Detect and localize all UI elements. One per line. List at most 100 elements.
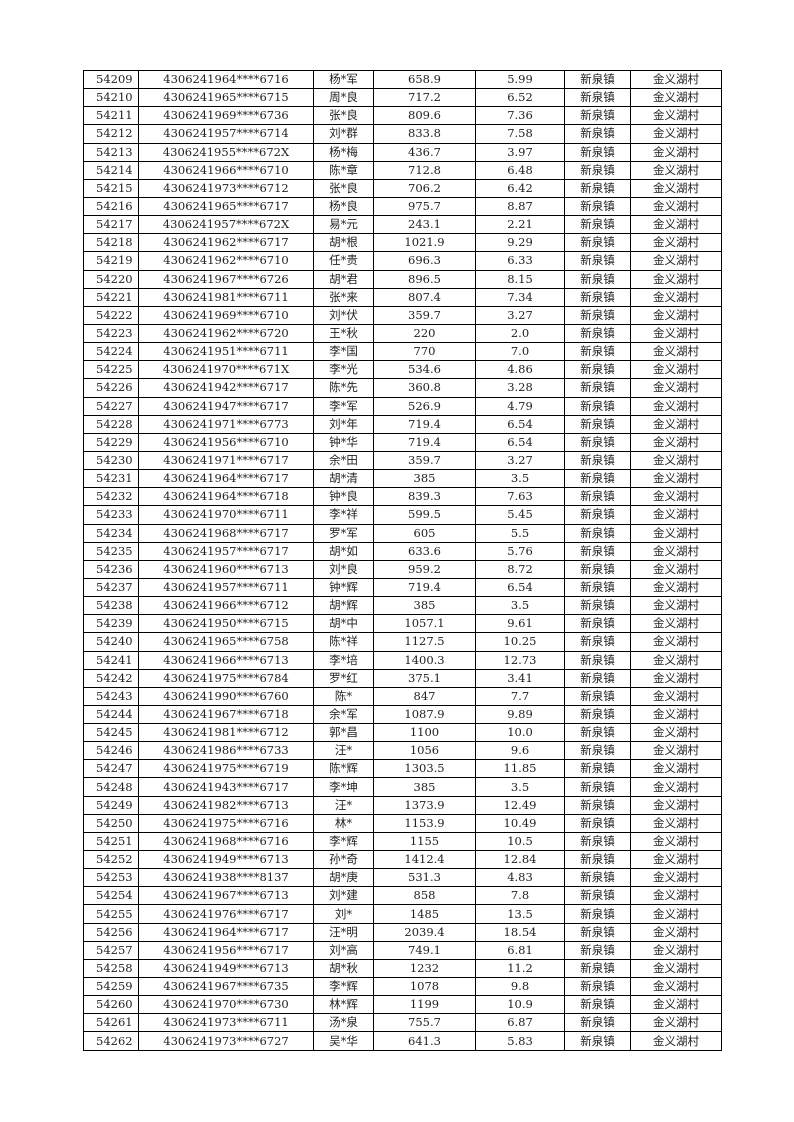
value-cell: 4.86	[475, 360, 565, 380]
amount-cell: 755.7	[373, 1013, 476, 1033]
person-name-cell: 胡*庚	[313, 868, 374, 888]
amount-cell: 531.3	[373, 868, 476, 888]
id-number-cell: 4306241971****6717	[138, 450, 314, 471]
amount-cell: 658.9	[373, 69, 476, 90]
table-row: 54227 4306241947****6717 李*军 526.9 4.79 新泉镇 金义…	[83, 396, 722, 416]
amount-cell: 1021.9	[373, 233, 476, 253]
amount-cell: 1232	[373, 958, 476, 979]
amount-cell: 719.4	[373, 432, 476, 452]
amount-cell: 717.2	[373, 88, 476, 108]
table-row: 54259 4306241967****6735 李*辉 1078 9.8 新泉镇 金义湖村	[83, 977, 722, 997]
village-cell: 金义湖村	[630, 469, 722, 489]
person-name-cell: 周*良	[313, 88, 374, 108]
village-cell: 金义湖村	[630, 124, 722, 144]
person-name-cell: 钟*良	[313, 487, 374, 507]
village-cell: 金义湖村	[630, 541, 722, 561]
person-name-cell: 胡*中	[313, 614, 374, 634]
id-number-cell: 4306241969****6710	[138, 305, 314, 325]
table-row: 54224 4306241951****6711 李*国 770 7.0 新泉镇 金义湖村	[83, 342, 722, 362]
table-row: 54237 4306241957****6711 钟*辉 719.4 6.54 新泉镇 金义…	[83, 577, 722, 598]
person-name-cell: 张*来	[313, 287, 374, 307]
village-cell: 金义湖村	[630, 396, 722, 416]
person-name-cell: 罗*军	[313, 523, 374, 543]
amount-cell: 641.3	[373, 1031, 476, 1051]
data-table: 54209 4306241964****6716 杨*军 658.9 5.99 新泉镇 金义…	[83, 69, 722, 1051]
value-cell: 6.48	[475, 160, 565, 180]
id-number-cell: 4306241967****6718	[138, 704, 314, 725]
value-cell: 13.5	[475, 904, 565, 924]
village-cell: 金义湖村	[630, 632, 722, 652]
town-cell: 新泉镇	[564, 723, 631, 743]
row-number-cell: 54226	[83, 378, 139, 398]
village-cell: 金义湖村	[630, 215, 722, 235]
person-name-cell: 陈*	[313, 686, 374, 706]
table-row: 54235 4306241957****6717 胡*如 633.6 5.76 新泉镇 金义…	[83, 541, 722, 561]
person-name-cell: 余*军	[313, 704, 374, 725]
town-cell: 新泉镇	[564, 160, 631, 180]
amount-cell: 839.3	[373, 487, 476, 507]
village-cell: 金义湖村	[630, 378, 722, 398]
village-cell: 金义湖村	[630, 1013, 722, 1033]
value-cell: 7.0	[475, 342, 565, 362]
value-cell: 7.36	[475, 106, 565, 126]
id-number-cell: 4306241976****6717	[138, 904, 314, 924]
village-cell: 金义湖村	[630, 432, 722, 452]
person-name-cell: 张*良	[313, 178, 374, 198]
id-number-cell: 4306241970****6730	[138, 995, 314, 1015]
id-number-cell: 4306241949****6713	[138, 958, 314, 979]
value-cell: 7.34	[475, 287, 565, 307]
table-row: 54225 4306241970****671X 李*光 534.6 4.86 新泉镇 金义…	[83, 360, 722, 380]
town-cell: 新泉镇	[564, 577, 631, 598]
id-number-cell: 4306241973****6711	[138, 1013, 314, 1033]
village-cell: 金义湖村	[630, 269, 722, 289]
village-cell: 金义湖村	[630, 305, 722, 325]
row-number-cell: 54260	[83, 995, 139, 1015]
row-number-cell: 54242	[83, 668, 139, 688]
amount-cell: 959.2	[373, 559, 476, 579]
table-row: 54262 4306241973****6727 吴*华 641.3 5.83 新泉镇 金义…	[83, 1031, 722, 1051]
person-name-cell: 钟*华	[313, 432, 374, 452]
amount-cell: 1485	[373, 904, 476, 924]
id-number-cell: 4306241981****6712	[138, 723, 314, 743]
table-row: 54211 4306241969****6736 张*良 809.6 7.36 新泉镇 金义…	[83, 106, 722, 126]
table-row: 54218 4306241962****6717 胡*根 1021.9 9.29 新泉镇金…	[83, 233, 722, 253]
person-name-cell: 易*元	[313, 215, 374, 235]
row-number-cell: 54254	[83, 886, 139, 906]
table-row: 54244 4306241967****6718 余*军 1087.9 9.89 新泉镇金…	[83, 704, 722, 725]
person-name-cell: 罗*红	[313, 668, 374, 688]
amount-cell: 1303.5	[373, 759, 476, 779]
amount-cell: 1199	[373, 995, 476, 1015]
village-cell: 金义湖村	[630, 777, 722, 797]
town-cell: 新泉镇	[564, 269, 631, 289]
village-cell: 金义湖村	[630, 741, 722, 761]
value-cell: 10.25	[475, 632, 565, 652]
town-cell: 新泉镇	[564, 505, 631, 525]
village-cell: 金义湖村	[630, 650, 722, 670]
person-name-cell: 胡*辉	[313, 596, 374, 616]
person-name-cell: 刘*年	[313, 414, 374, 434]
village-cell: 金义湖村	[630, 795, 722, 815]
town-cell: 新泉镇	[564, 596, 631, 616]
village-cell: 金义湖村	[630, 813, 722, 833]
town-cell: 新泉镇	[564, 940, 631, 960]
amount-cell: 749.1	[373, 940, 476, 960]
id-number-cell: 4306241967****6713	[138, 886, 314, 906]
value-cell: 7.7	[475, 686, 565, 706]
person-name-cell: 李*国	[313, 342, 374, 362]
village-cell: 金义湖村	[630, 940, 722, 960]
village-cell: 金义湖村	[630, 414, 722, 434]
town-cell: 新泉镇	[564, 668, 631, 688]
value-cell: 3.28	[475, 378, 565, 398]
town-cell: 新泉镇	[564, 305, 631, 325]
village-cell: 金义湖村	[630, 233, 722, 253]
table-body: 54209 4306241964****6716 杨*军 658.9 5.99 新泉镇 金义…	[83, 69, 722, 1051]
amount-cell: 696.3	[373, 251, 476, 271]
value-cell: 9.29	[475, 233, 565, 253]
village-cell: 金义湖村	[630, 596, 722, 616]
village-cell: 金义湖村	[630, 178, 722, 198]
town-cell: 新泉镇	[564, 142, 631, 162]
person-name-cell: 李*祥	[313, 505, 374, 525]
table-row: 54226 4306241942****6717 陈*先 360.8 3.28 新泉镇 金义…	[83, 378, 722, 398]
id-number-cell: 4306241982****6713	[138, 795, 314, 815]
value-cell: 6.54	[475, 577, 565, 598]
